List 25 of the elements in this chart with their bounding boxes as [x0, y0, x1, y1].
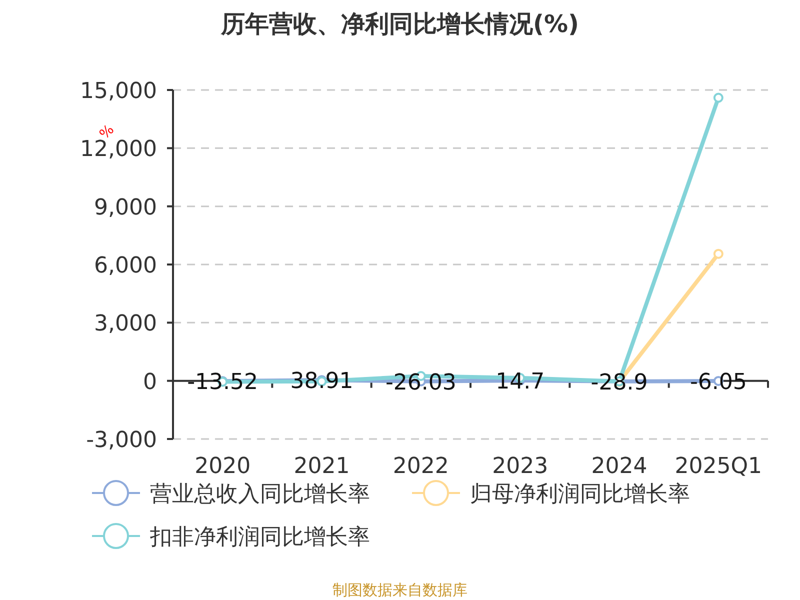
y-tick-label: 15,000 [80, 79, 157, 104]
y-tick-label: 0 [143, 370, 157, 395]
y-tick-label: 3,000 [94, 312, 157, 337]
x-tick-label: 2025Q1 [674, 454, 762, 479]
chart-title: 历年营收、净利同比增长情况(%) [220, 10, 579, 38]
x-tick-label: 2021 [294, 454, 350, 479]
x-tick-label: 2024 [591, 454, 648, 479]
y-tick-label: 6,000 [94, 254, 157, 278]
y-tick-label: -3,000 [86, 428, 157, 453]
data-label: 38.91 [290, 369, 354, 394]
legend-label: 扣非净利润同比增长率 [149, 525, 370, 550]
y-tick-label: 9,000 [94, 195, 157, 220]
data-label: -6.05 [690, 370, 747, 395]
data-label: -28.9 [590, 370, 648, 396]
legend-label: 营业总收入同比增长率 [150, 482, 370, 507]
point [713, 248, 724, 259]
data-label: -13.52 [187, 370, 258, 396]
y-tick-label: 12,000 [80, 137, 157, 162]
point [713, 92, 724, 103]
x-tick-label: 2023 [492, 454, 548, 479]
x-tick-label: 2020 [194, 454, 251, 479]
legend-label: 归母净利润同比增长率 [470, 482, 690, 507]
x-tick-label: 2022 [392, 454, 449, 479]
data-label: -26.03 [385, 370, 456, 396]
text: 制图数据来自数据库 [332, 581, 468, 599]
